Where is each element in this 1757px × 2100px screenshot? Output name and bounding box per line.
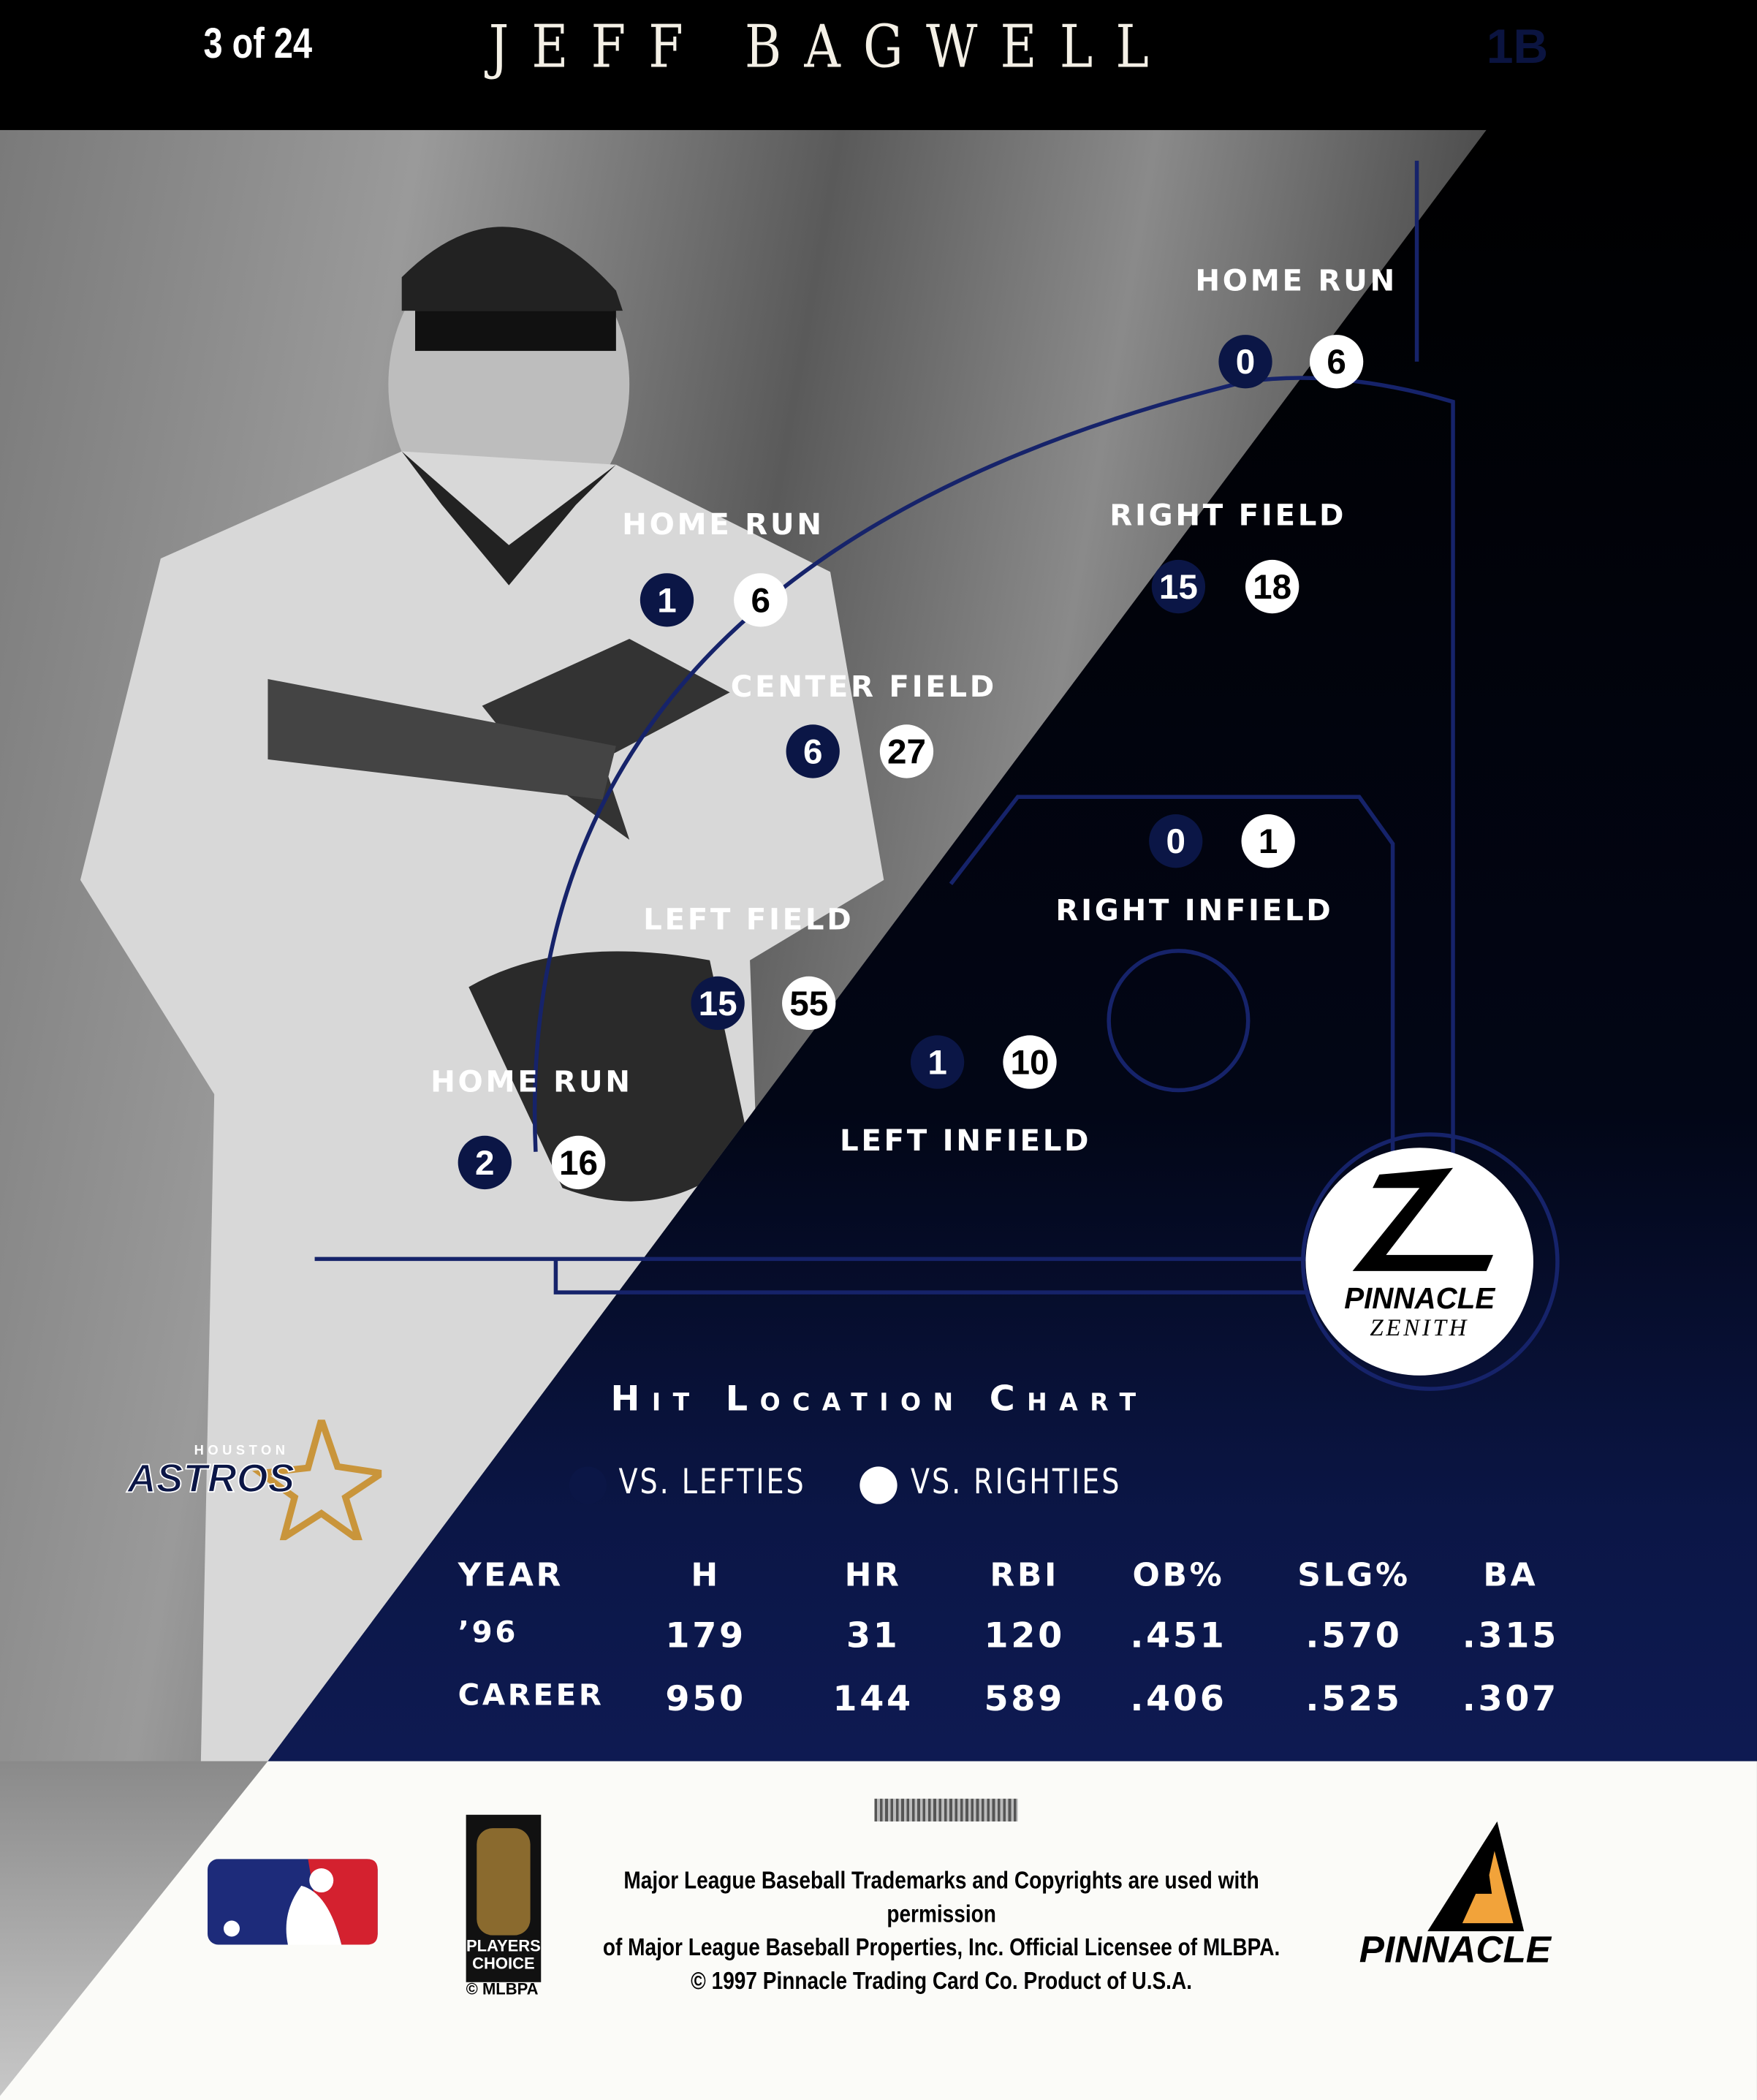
lefties-bubble-left-infield: 1 (910, 1035, 965, 1089)
chart-title: Hit Location Chart (610, 1379, 1148, 1420)
legal-line: of Major League Baseball Properties, Inc… (602, 1933, 1280, 1961)
righties-legend: VS. RIGHTIES (910, 1462, 1122, 1503)
legal-line: Major League Baseball Trademarks and Cop… (623, 1867, 1259, 1927)
lefties-bubble-left-field: 15 (691, 976, 745, 1031)
batter-figure (477, 1828, 531, 1936)
stats-cell: CAREER (458, 1679, 604, 1713)
stats-cell: .570 (1305, 1616, 1403, 1657)
mlbpa-text: © MLBPA (466, 1979, 539, 1998)
righties-bubble-left-infield: 10 (1003, 1035, 1057, 1089)
zone-label-right-infield: RIGHT INFIELD (1055, 894, 1334, 928)
righties-bubble-left-field: 55 (782, 976, 836, 1031)
lefties-bubble-center-field: 6 (786, 724, 840, 778)
legal-line: © 1997 Pinnacle Trading Card Co. Product… (691, 1967, 1193, 1995)
stats-header: H (691, 1556, 721, 1594)
stats-cell: 179 (665, 1616, 746, 1657)
stats-cell: .315 (1462, 1616, 1559, 1657)
stats-cell: .307 (1462, 1679, 1559, 1720)
players-choice-logo: PLAYERS CHOICE (466, 1814, 542, 1982)
card-number: 3 of 24 (203, 18, 313, 67)
zone-label-center-field: CENTER FIELD (730, 670, 997, 705)
astros-star-icon (252, 1419, 382, 1541)
lefties-bubble-hr-center: 1 (640, 573, 694, 627)
mlb-logo (208, 1859, 378, 1945)
stats-header: RBI (990, 1556, 1060, 1594)
zone-label-right-field: RIGHT FIELD (1109, 499, 1347, 534)
stats-header: YEAR (458, 1556, 564, 1594)
righties-bubble-right-field: 18 (1245, 559, 1299, 614)
player-position: 1B (1486, 18, 1549, 74)
righties-legend-swatch (859, 1466, 898, 1504)
players-choice-text: PLAYERS CHOICE (466, 1936, 541, 1973)
zenith-logo-text: PINNACLE (1344, 1281, 1495, 1316)
player-name: JEFF BAGWELL (488, 13, 1172, 82)
lefties-legend-swatch (569, 1466, 607, 1504)
zenith-z-icon (1352, 1167, 1494, 1271)
zone-label-hr-right: HOME RUN (1195, 265, 1397, 299)
stats-header: HR (844, 1556, 902, 1594)
hologram-strip (874, 1798, 1018, 1822)
pinnacle-zenith-logo: PINNACLE ZENITH (1305, 1148, 1533, 1376)
righties-bubble-center-field: 27 (879, 724, 934, 778)
lefties-bubble-hr-right: 0 (1218, 335, 1272, 389)
stats-cell: .451 (1130, 1616, 1227, 1657)
stats-cell: .525 (1305, 1679, 1403, 1720)
stats-header: BA (1483, 1556, 1538, 1594)
stats-header: SLG% (1297, 1556, 1411, 1594)
stats-cell: 950 (665, 1679, 746, 1720)
stats-cell: 589 (984, 1679, 1065, 1720)
zone-label-left-infield: LEFT INFIELD (839, 1125, 1092, 1159)
stats-cell: 144 (832, 1679, 914, 1720)
righties-bubble-right-infield: 1 (1241, 814, 1295, 868)
stats-header: OB% (1132, 1556, 1225, 1594)
zenith-logo-subtext: ZENITH (1370, 1314, 1470, 1341)
stats-cell: ’96 (458, 1616, 519, 1650)
zone-label-left-field: LEFT FIELD (643, 903, 854, 938)
astros-logo: HOUSTON ASTROS (121, 1419, 382, 1541)
lefties-legend: VS. LEFTIES (618, 1462, 806, 1503)
righties-bubble-hr-right: 6 (1309, 335, 1364, 389)
zone-label-hr-center: HOME RUN (622, 509, 824, 543)
pinnacle-logo-text: PINNACLE (1359, 1928, 1552, 1971)
legal-text: Major League Baseball Trademarks and Cop… (596, 1865, 1286, 1998)
righties-bubble-hr-center: 6 (734, 573, 788, 627)
stats-cell: .406 (1130, 1679, 1227, 1720)
stats-cell: 120 (984, 1616, 1065, 1657)
astros-city-text: HOUSTON (194, 1444, 289, 1459)
pinnacle-a-icon (1427, 1821, 1525, 1932)
righties-bubble-hr-left: 16 (551, 1135, 606, 1190)
zone-label-hr-left: HOME RUN (430, 1066, 633, 1100)
stats-cell: 31 (846, 1616, 900, 1657)
lefties-bubble-right-infield: 0 (1149, 814, 1203, 868)
astros-text: ASTROS (126, 1457, 295, 1502)
lefties-bubble-hr-left: 2 (458, 1135, 512, 1190)
lefties-bubble-right-field: 15 (1151, 559, 1206, 614)
